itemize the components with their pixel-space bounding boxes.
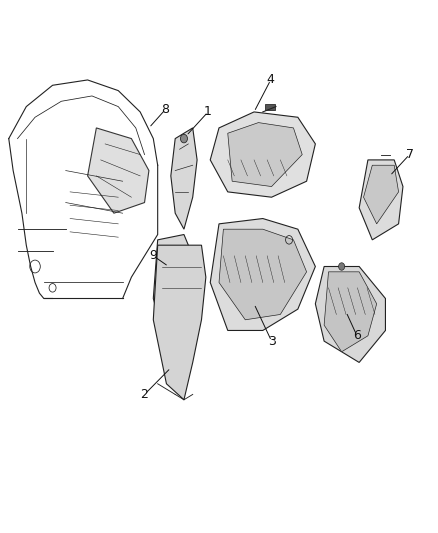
- Polygon shape: [364, 165, 399, 224]
- Text: 3: 3: [268, 335, 276, 348]
- Circle shape: [339, 263, 345, 270]
- Polygon shape: [153, 245, 206, 400]
- Text: 7: 7: [406, 148, 413, 161]
- Circle shape: [172, 289, 178, 297]
- Bar: [265, 104, 275, 110]
- Text: 2: 2: [141, 388, 148, 401]
- Polygon shape: [210, 219, 315, 330]
- Circle shape: [172, 247, 178, 254]
- Text: 4: 4: [267, 74, 275, 86]
- Circle shape: [180, 134, 187, 143]
- Polygon shape: [153, 235, 193, 330]
- Polygon shape: [219, 229, 307, 320]
- Polygon shape: [359, 160, 403, 240]
- Text: 6: 6: [353, 329, 361, 342]
- Polygon shape: [210, 112, 315, 197]
- Polygon shape: [171, 128, 197, 229]
- Text: 8: 8: [162, 103, 170, 116]
- Circle shape: [172, 268, 178, 276]
- Text: 1: 1: [204, 106, 212, 118]
- Text: 9: 9: [149, 249, 157, 262]
- Polygon shape: [324, 272, 377, 352]
- Polygon shape: [228, 123, 302, 187]
- Polygon shape: [88, 128, 149, 213]
- Polygon shape: [315, 266, 385, 362]
